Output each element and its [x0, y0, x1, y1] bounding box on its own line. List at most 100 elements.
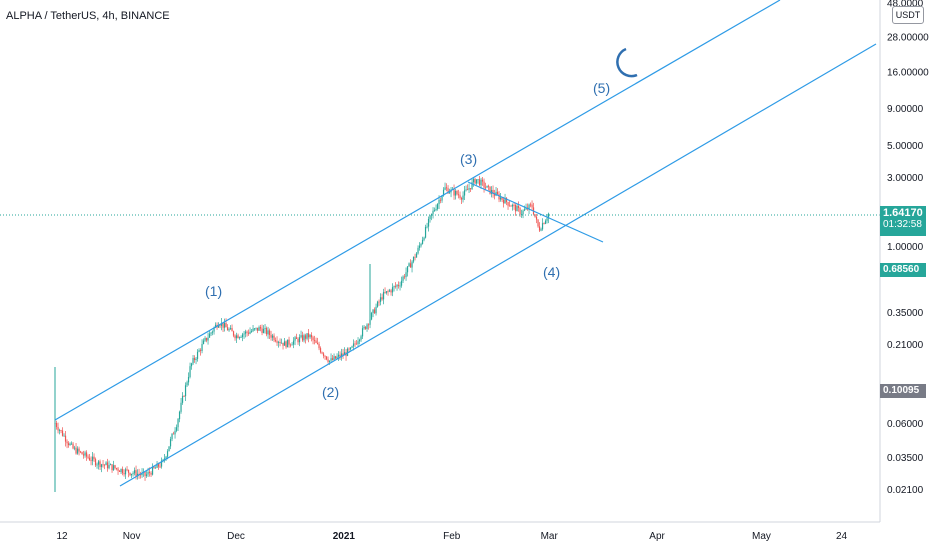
y-tick-1: 28.00000 — [887, 32, 929, 43]
candle-body-306 — [513, 204, 515, 206]
candle-body-180 — [324, 355, 326, 357]
candle-body-229 — [397, 284, 400, 286]
y-tick-2: 16.00000 — [887, 68, 929, 79]
candle-body-139 — [262, 328, 265, 333]
candle-body-323 — [538, 226, 541, 231]
candle-body-46 — [123, 473, 125, 475]
x-tick-5: Mar — [541, 531, 559, 542]
candle-body-302 — [507, 202, 509, 206]
candle-body-287 — [484, 187, 487, 189]
candle-body-203 — [358, 339, 361, 342]
candle-body-110 — [219, 325, 221, 327]
candle-body-79 — [172, 433, 175, 435]
candle-body-305 — [511, 204, 514, 207]
candle-body-234 — [405, 272, 407, 278]
wave-labels: (1) (2) (3) (4) (5) — [205, 80, 610, 400]
candle-body-55 — [136, 473, 139, 477]
candle-body-252 — [432, 210, 434, 214]
candle-body-116 — [228, 329, 230, 331]
candle-body-267 — [454, 190, 457, 196]
candle-body-134 — [255, 327, 257, 329]
currency-badge[interactable]: USDT — [892, 6, 924, 24]
candle-body-209 — [367, 324, 370, 326]
candle-body-61 — [145, 474, 148, 476]
candle-body-217 — [379, 297, 382, 302]
candle-body-221 — [385, 291, 388, 293]
candle-body-22 — [87, 456, 89, 458]
candle-body-17 — [79, 451, 82, 453]
candle-body-12 — [72, 443, 74, 449]
candle-body-122 — [237, 335, 239, 339]
candle-body-190 — [339, 354, 341, 358]
candle-body-127 — [244, 331, 247, 334]
candle-body-311 — [520, 214, 523, 216]
candle-body-192 — [342, 353, 344, 356]
candle-body-29 — [97, 461, 100, 465]
chart-title: ALPHA / TetherUS, 4h, BINANCE — [6, 10, 170, 22]
candle-body-178 — [321, 352, 323, 354]
candle-body-285 — [481, 179, 484, 182]
candle-body-308 — [516, 205, 518, 212]
candle-body-77 — [169, 439, 172, 447]
candle-body-47 — [124, 469, 127, 475]
candle-body-155 — [286, 339, 289, 348]
candle-body-124 — [240, 337, 242, 338]
candle-body-49 — [127, 469, 130, 473]
candle-body-101 — [205, 337, 208, 341]
candle-body-271 — [460, 198, 463, 200]
candle-body-125 — [241, 334, 244, 338]
candle-body-98 — [201, 343, 203, 352]
candle-body-253 — [433, 210, 436, 211]
candle-body-195 — [346, 348, 349, 356]
wave4-trendline[interactable] — [467, 181, 604, 243]
candle-body-4 — [60, 430, 62, 432]
last-price-value: 1.64170 — [883, 207, 923, 219]
channel-lower-line[interactable] — [119, 43, 877, 487]
candle-body-304 — [510, 205, 512, 207]
x-tick-4: Feb — [443, 531, 461, 542]
candle-body-86 — [183, 396, 185, 397]
candle-body-115 — [226, 327, 229, 331]
candle-body-103 — [208, 333, 211, 338]
candle-body-140 — [264, 328, 266, 329]
candle-body-39 — [112, 465, 115, 471]
channel-upper-line[interactable] — [54, 0, 781, 421]
y-tick-4: 5.00000 — [887, 141, 924, 152]
candle-body-83 — [178, 411, 181, 420]
candle-body-152 — [282, 342, 284, 346]
candle-body-320 — [534, 214, 536, 217]
candle-body-10 — [69, 443, 71, 446]
y-tick-8: 0.21000 — [887, 340, 924, 351]
candle-body-159 — [292, 340, 295, 345]
candle-body-183 — [328, 360, 331, 362]
candle-body-8 — [66, 441, 68, 444]
candle-body-81 — [175, 427, 178, 431]
candle-body-130 — [249, 331, 251, 334]
candle-body-324 — [540, 229, 542, 231]
candle-body-327 — [544, 220, 547, 224]
last-price-tag: 1.64170 01:32:58 — [880, 206, 926, 236]
candle-body-142 — [267, 330, 269, 335]
candle-body-105 — [211, 331, 214, 333]
candle-body-131 — [250, 331, 253, 332]
time-axis[interactable]: 12 Nov Dec 2021 Feb Mar Apr May 24 — [56, 531, 847, 542]
trend-drawings — [54, 0, 877, 487]
candle-body-321 — [535, 216, 538, 220]
candle-body-274 — [465, 189, 467, 191]
candle-body-166 — [303, 335, 305, 341]
candle-body-65 — [151, 466, 154, 475]
candle-body-292 — [492, 189, 494, 194]
candle-body-248 — [426, 226, 428, 228]
candle-body-236 — [408, 263, 410, 267]
candle-body-259 — [442, 189, 445, 196]
price-axis[interactable]: 48.0000 28.00000 16.00000 9.00000 5.00000 3.0… — [887, 0, 929, 496]
x-tick-1: Nov — [123, 531, 141, 542]
candle-body-207 — [364, 326, 367, 329]
candle-body-102 — [207, 337, 209, 341]
candle-body-33 — [103, 464, 106, 466]
candle-body-146 — [273, 335, 275, 341]
candle-body-175 — [316, 342, 319, 345]
y-tick-6: 1.00000 — [887, 242, 924, 253]
candle-body-235 — [406, 266, 409, 273]
